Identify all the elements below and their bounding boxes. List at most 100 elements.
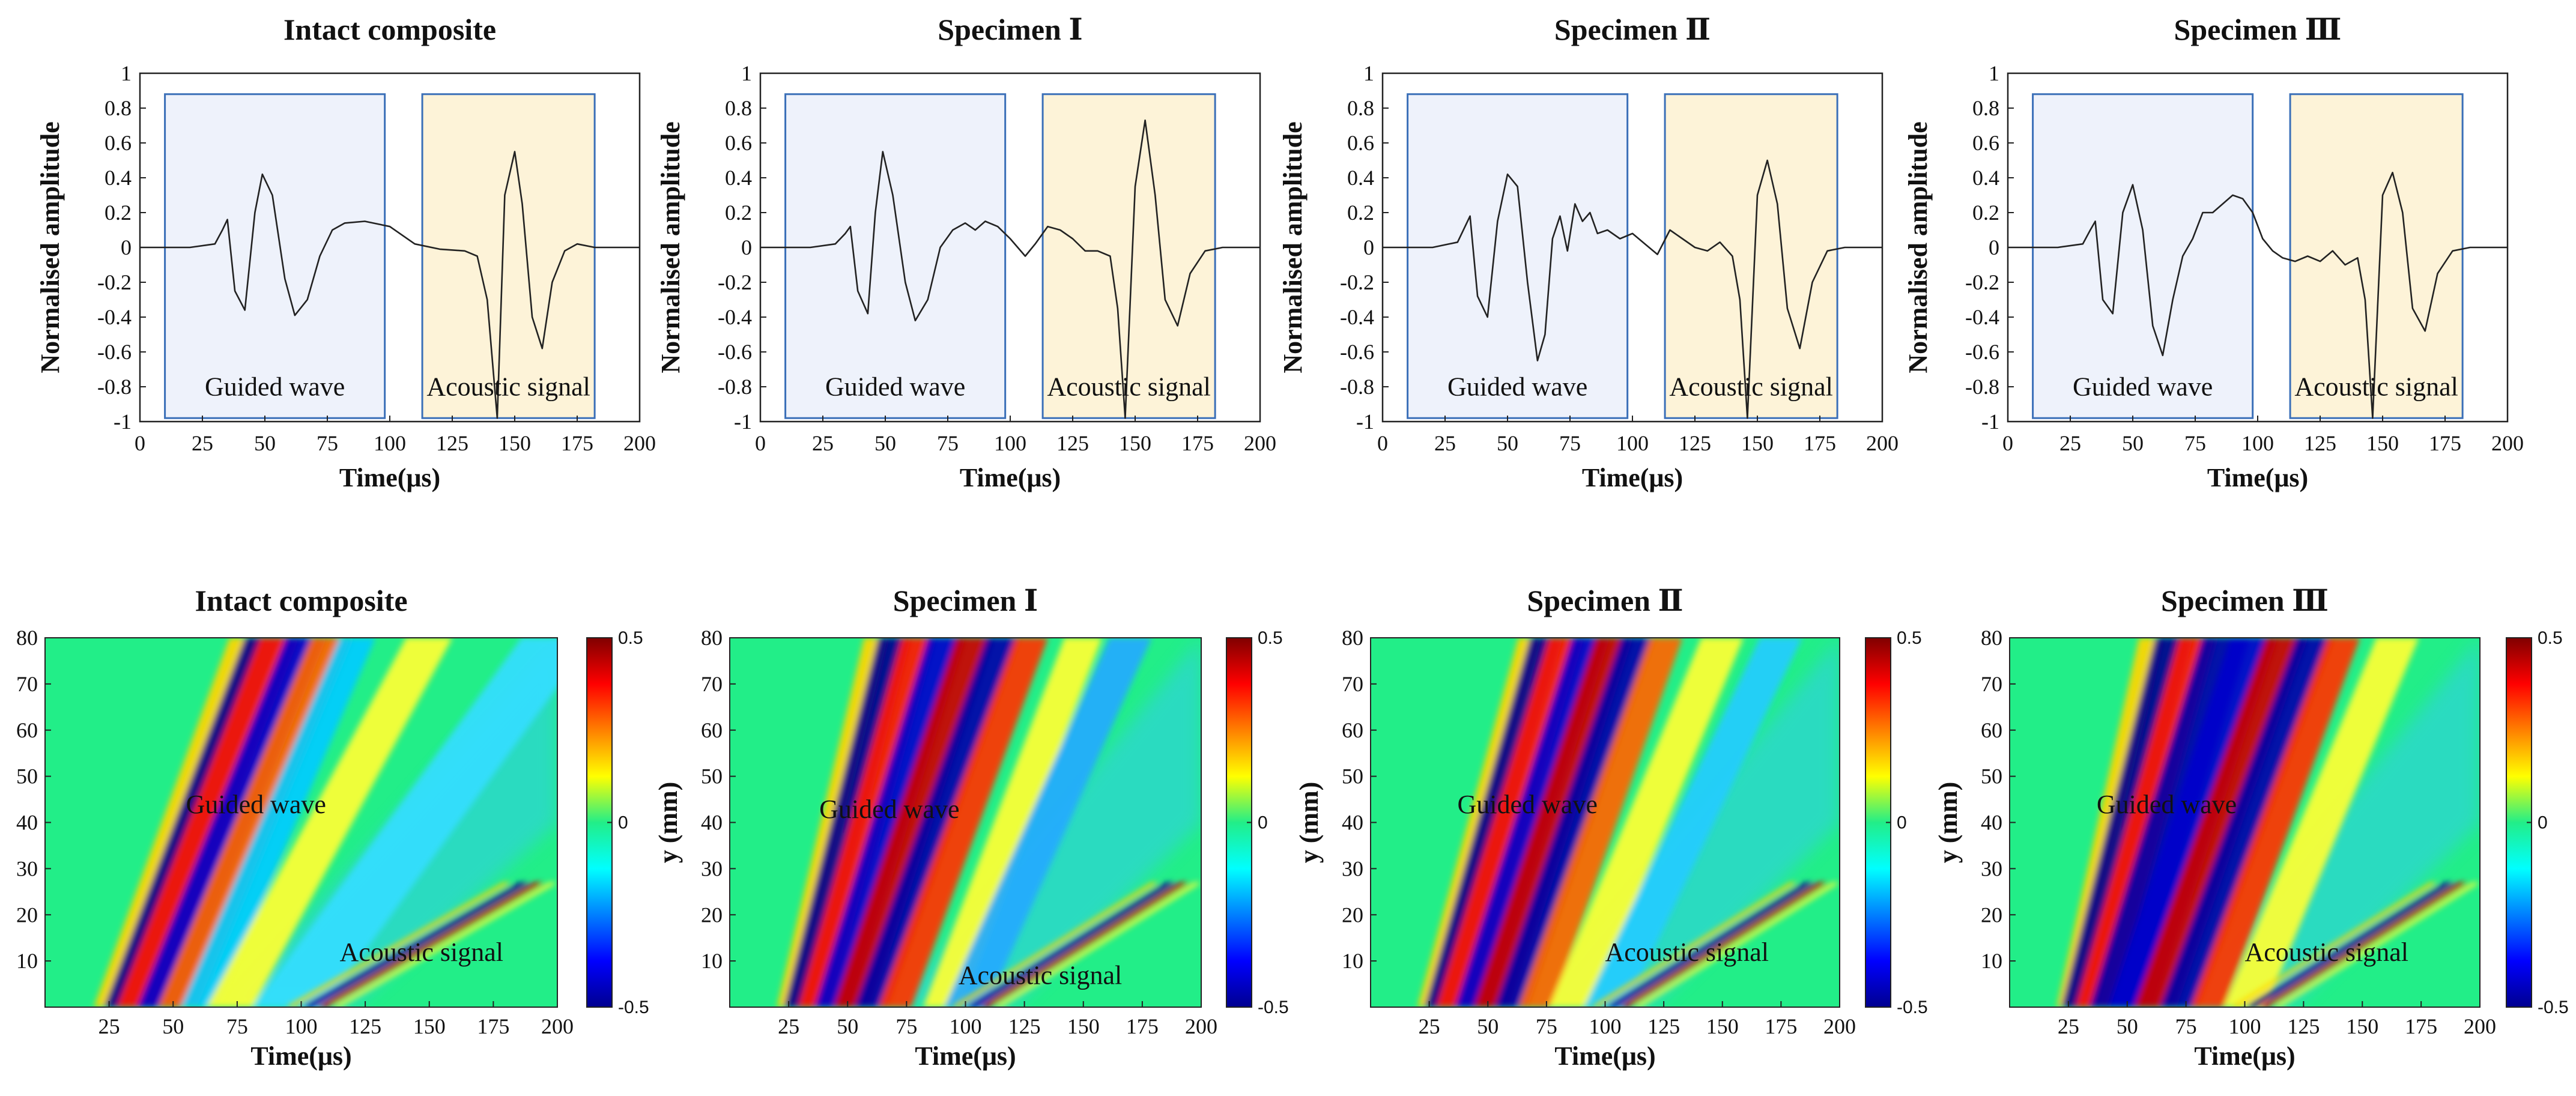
y-tick-label: 50 (1981, 764, 2002, 789)
heatmap-plot-4: Specimen Ⅲ 25 50 75 100 125 150 175 200 10 20 30 40 5… (1933, 584, 2569, 1071)
x-tick-label: 150 (1706, 1014, 1739, 1038)
region-label: Acoustic signal (426, 372, 590, 402)
x-tick-label: 150 (2346, 1014, 2378, 1038)
y-tick-label: 70 (1342, 672, 1363, 696)
x-tick-label: 200 (623, 431, 656, 455)
x-tick-label: 200 (2491, 431, 2524, 455)
x-tick-label: 200 (2464, 1014, 2496, 1038)
y-tick-label: 50 (16, 764, 38, 789)
x-tick-label: 125 (2304, 431, 2336, 455)
x-axis-label: Time(μs) (960, 463, 1061, 492)
line-plot-1: Intact composite 0 25 50 75 100 125 150 175 200 -1… (35, 13, 656, 492)
heatmap-field (730, 638, 1201, 1007)
plot-title: Specimen Ⅰ (938, 13, 1082, 46)
colorbar-tick-label: 0 (1897, 813, 1907, 833)
y-tick-label: 1 (1363, 61, 1374, 85)
y-tick-label: 80 (16, 626, 38, 650)
x-tick-label: 125 (1679, 431, 1711, 455)
x-tick-label: 0 (135, 431, 145, 455)
x-tick-label: 25 (812, 431, 834, 455)
x-tick-label: 150 (1119, 431, 1151, 455)
plot-title: Specimen Ⅲ (2174, 13, 2342, 46)
y-tick-label: 40 (16, 811, 38, 835)
signal-line (140, 151, 640, 419)
x-axis-label: Time(μs) (339, 463, 440, 492)
region-guided-wave (1407, 93, 1629, 419)
y-tick-label: 80 (701, 626, 723, 650)
annotation-label: Acoustic signal (339, 937, 503, 967)
plot-title: Intact composite (195, 584, 407, 617)
x-tick-label: 50 (1477, 1014, 1499, 1038)
annotation-label: Acoustic signal (2245, 937, 2409, 967)
x-tick-label: 125 (349, 1014, 381, 1038)
region-acoustic-signal (421, 93, 596, 419)
y-tick-label: -0.2 (718, 270, 752, 294)
region-label: Acoustic signal (1669, 372, 1833, 402)
y-tick-label: -0.2 (1340, 270, 1374, 294)
x-tick-label: 0 (2002, 431, 2013, 455)
x-tick-label: 100 (285, 1014, 318, 1038)
region-guided-wave (784, 93, 1007, 419)
plot-title: Specimen Ⅱ (1554, 13, 1711, 46)
y-tick-label: -0.6 (718, 340, 752, 364)
x-tick-label: 125 (1056, 431, 1089, 455)
x-axis-label: Time(μs) (250, 1041, 351, 1071)
annotation-label: Guided wave (2097, 790, 2237, 819)
y-axis-label: Normalised amplitude (1903, 121, 1933, 373)
y-axis-label: y (mm) (1294, 782, 1324, 864)
line-plot-4: Specimen Ⅲ 0 25 50 75 100 125 150 175 200 -1 -0.8 -0… (1903, 13, 2524, 492)
y-tick-label: 1 (121, 61, 132, 85)
x-tick-label: 50 (254, 431, 276, 455)
x-tick-label: 50 (874, 431, 896, 455)
y-tick-label: 0.2 (105, 201, 132, 225)
wave-band (878, 638, 1048, 1007)
acoustic-band (285, 882, 512, 1007)
acoustic-band (1619, 882, 1828, 1007)
x-tick-label: 100 (994, 431, 1026, 455)
heatmap-plot-2: Specimen Ⅰ 25 50 75 100 125 150 175 200 10 20 30 40 5… (653, 584, 1289, 1071)
y-axis-label: Normalised amplitude (656, 121, 685, 373)
acoustic-bands (2231, 882, 2480, 1007)
plot-title: Intact composite (283, 13, 496, 46)
colorbar-tick-label: 0.5 (2538, 628, 2563, 648)
wave-bands (777, 638, 1152, 1007)
x-tick-label: 100 (1589, 1014, 1622, 1038)
y-tick-label: 0.8 (105, 96, 132, 120)
y-tick-label: 70 (1981, 672, 2002, 696)
y-tick-label: -0.6 (97, 340, 132, 364)
y-tick-label: -1 (734, 410, 752, 434)
y-tick-label: 0.4 (725, 166, 752, 190)
acoustic-band (332, 882, 557, 1007)
x-tick-label: 75 (1559, 431, 1581, 455)
y-tick-label: 50 (1342, 764, 1363, 789)
x-tick-label: 125 (2287, 1014, 2320, 1038)
line-plot-2: Specimen Ⅰ 0 25 50 75 100 125 150 175 200 -1 -0.8 -0… (656, 13, 1276, 492)
x-tick-label: 75 (937, 431, 959, 455)
y-tick-label: 0.4 (1972, 166, 1999, 190)
y-tick-label: 40 (701, 811, 723, 835)
x-tick-label: 75 (2175, 1014, 2197, 1038)
wave-band (181, 638, 376, 1007)
y-tick-label: 0 (121, 235, 132, 259)
acoustic-band (980, 882, 1190, 1007)
region-label: Guided wave (205, 372, 345, 402)
wave-band (944, 638, 1152, 1007)
annotation-label: Guided wave (1457, 790, 1597, 819)
annotation-label: Acoustic signal (959, 961, 1123, 990)
signal-line (2008, 172, 2508, 419)
annotation-label: Acoustic signal (1605, 937, 1769, 967)
y-tick-label: 0.2 (725, 201, 752, 225)
x-axis-label: Time(μs) (1582, 463, 1683, 492)
y-tick-label: -0.8 (97, 375, 132, 399)
x-tick-label: 75 (896, 1014, 917, 1038)
y-tick-label: -0.8 (1965, 375, 1999, 399)
x-tick-label: 100 (374, 431, 406, 455)
x-tick-label: 25 (778, 1014, 799, 1038)
y-tick-label: 1 (1989, 61, 1999, 85)
y-axis-label: Normalised amplitude (35, 121, 65, 373)
colorbar-tick-label: 0 (2538, 813, 2548, 833)
y-tick-label: -0.4 (1965, 305, 1999, 329)
y-tick-label: 30 (16, 856, 38, 880)
